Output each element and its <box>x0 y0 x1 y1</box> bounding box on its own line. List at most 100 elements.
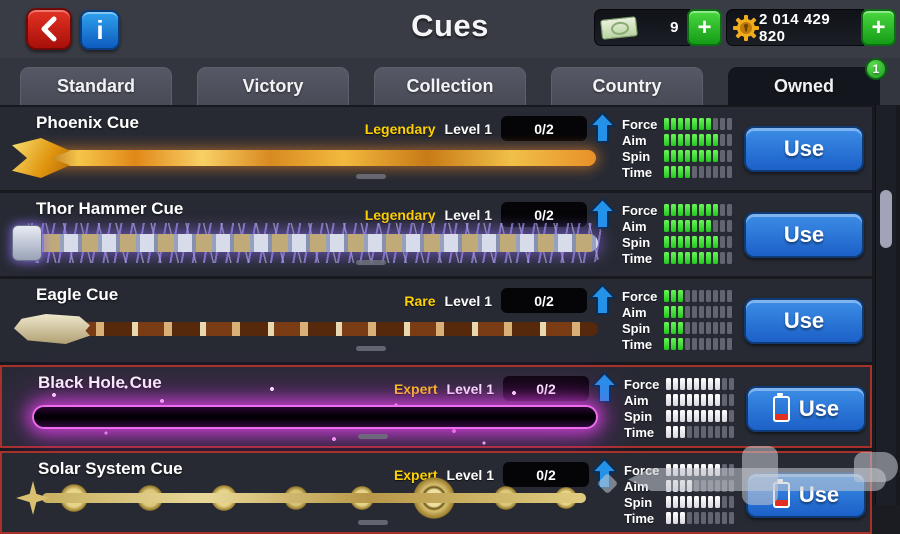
cue-name: Phoenix Cue <box>36 113 139 132</box>
tab-country[interactable]: Country <box>551 67 703 105</box>
cue-level: Level 1 <box>444 120 492 137</box>
stat-label: Aim <box>624 478 649 494</box>
scrollbar-thumb[interactable] <box>880 190 892 248</box>
cue-row[interactable]: Phoenix Cue Legendary Level 1 0/2 Force A… <box>0 107 872 190</box>
stat-bar <box>666 464 734 476</box>
stat-label: Spin <box>622 234 651 250</box>
use-button[interactable]: Use <box>744 212 864 258</box>
cue-rarity: Rare <box>404 292 436 309</box>
upgrade-progress: 0/2 <box>534 206 554 223</box>
tab-bar: Standard Victory Collection Country Owne… <box>0 58 900 105</box>
use-button-label: Use <box>798 396 840 421</box>
stat-bar <box>664 118 732 130</box>
stat-bar <box>664 220 732 232</box>
stat-label: Aim <box>624 392 649 408</box>
stat-bar <box>666 378 734 390</box>
stat-bar <box>666 512 734 524</box>
add-cash-button[interactable]: + <box>687 9 722 46</box>
tab-label: Country <box>592 76 662 96</box>
stat-bar <box>666 426 734 438</box>
stats: Force Aim Spin Time <box>622 288 732 352</box>
drag-handle <box>358 520 388 525</box>
cue-row[interactable]: Eagle Cue Rare Level 1 0/2 Force Aim Spin T… <box>0 279 872 362</box>
use-button[interactable]: Use <box>744 126 864 172</box>
cash-pill: 9 <box>594 9 690 46</box>
upgrade-progress: 0/2 <box>534 292 554 309</box>
cue-rarity: Legendary <box>364 206 436 223</box>
tab-collection[interactable]: Collection <box>374 67 526 105</box>
stats: Force Aim Spin Time <box>622 116 732 180</box>
stat-label: Force <box>624 462 660 478</box>
add-coins-button[interactable]: + <box>861 9 896 46</box>
drag-handle <box>356 346 386 351</box>
stat-bar <box>664 322 732 334</box>
cash-icon <box>600 15 638 40</box>
use-button[interactable]: Use <box>746 386 866 432</box>
use-button-label: Use <box>783 308 825 333</box>
cue-image <box>12 219 604 267</box>
cue-name: Eagle Cue <box>36 285 119 304</box>
tab-victory[interactable]: Victory <box>197 67 349 105</box>
tab-label: Owned <box>773 76 834 96</box>
cue-image <box>12 133 604 181</box>
stat-bar <box>664 150 732 162</box>
upgrade-progress-pill: 0/2 <box>501 116 587 141</box>
tab-standard[interactable]: Standard <box>20 67 172 105</box>
stat-bar <box>664 338 732 350</box>
stat-bar <box>664 236 732 248</box>
stat-label: Spin <box>624 408 653 424</box>
upgrade-arrow-icon[interactable] <box>589 112 616 143</box>
stats: Force Aim Spin Time <box>624 376 734 440</box>
tab-owned[interactable]: Owned 1 <box>728 58 887 105</box>
coins-counter: 2 014 429 820 + <box>726 9 896 46</box>
plus-icon: + <box>871 13 886 41</box>
upgrade-arrow-icon[interactable] <box>589 284 616 315</box>
cue-meta: Legendary Level 1 0/2 <box>0 198 616 229</box>
scrollbar[interactable] <box>875 105 896 505</box>
use-button[interactable]: Use <box>746 472 866 518</box>
drag-handle <box>356 174 386 179</box>
stat-bar <box>666 410 734 422</box>
cue-image <box>12 305 604 353</box>
cue-name: Thor Hammer Cue <box>36 199 184 218</box>
stat-label: Time <box>622 164 653 180</box>
stat-label: Aim <box>622 304 647 320</box>
upgrade-progress-pill: 0/2 <box>501 202 587 227</box>
stat-label: Force <box>622 288 658 304</box>
tab-label: Victory <box>242 76 304 96</box>
cue-level: Level 1 <box>444 292 492 309</box>
upgrade-arrow-icon[interactable] <box>589 198 616 229</box>
stats: Force Aim Spin Time <box>622 202 732 266</box>
use-button[interactable]: Use <box>744 298 864 344</box>
cue-rarity: Legendary <box>364 120 436 137</box>
stat-bar <box>664 166 732 178</box>
owned-count-badge: 1 <box>865 58 887 80</box>
stats: Force Aim Spin Time <box>624 462 734 526</box>
stat-bar <box>666 394 734 406</box>
stat-bar <box>666 480 734 492</box>
cash-counter: 9 + <box>594 9 722 46</box>
cue-row[interactable]: Thor Hammer Cue Legendary Level 1 0/2 Fo… <box>0 193 872 276</box>
stat-bar <box>664 204 732 216</box>
stat-label: Spin <box>622 320 651 336</box>
cue-row[interactable]: Black Hole Cue Expert Level 1 0/2 ForceA… <box>0 365 872 448</box>
stat-label: Time <box>624 424 655 440</box>
cue-row[interactable]: Solar System Cue Expert Level 1 0/2 Forc… <box>0 451 872 534</box>
use-button-label: Use <box>783 222 825 247</box>
back-button[interactable] <box>26 8 72 50</box>
cue-image <box>14 385 606 447</box>
cue-meta: Rare Level 1 0/2 <box>0 284 616 315</box>
battery-icon <box>772 479 790 508</box>
cue-meta: Legendary Level 1 0/2 <box>0 112 616 143</box>
upgrade-progress-pill: 0/2 <box>501 288 587 313</box>
stat-bar <box>664 306 732 318</box>
stat-bar <box>666 496 734 508</box>
stat-label: Force <box>622 116 658 132</box>
coins-pill: 2 014 429 820 <box>726 9 864 46</box>
cue-name: Solar System Cue <box>38 459 183 478</box>
coins-value: 2 014 429 820 <box>759 10 831 45</box>
stat-label: Time <box>622 250 653 266</box>
stat-bar <box>664 290 732 302</box>
info-button[interactable]: i <box>80 10 120 50</box>
stat-label: Aim <box>622 218 647 234</box>
